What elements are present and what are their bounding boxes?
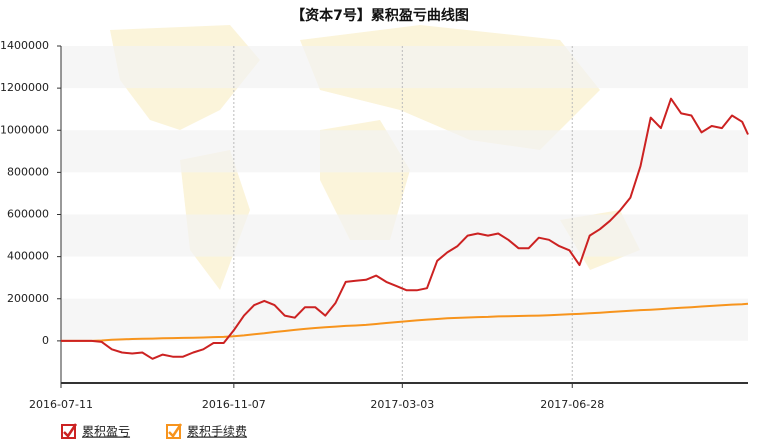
legend-check [63,423,78,438]
grid-band [61,214,748,257]
y-tick-label: 600000 [7,208,49,221]
chart-title: 【资本7号】累积盈亏曲线图 [291,7,469,24]
legend-label: 累积手续费 [187,425,247,439]
series-line [61,302,749,342]
y-tick-label: 800000 [7,165,49,178]
x-tick-label: 2017-03-03 [370,398,434,411]
y-tick-label: 400000 [7,250,49,263]
x-tick-label: 2017-06-28 [540,398,604,411]
legend-item[interactable]: 累积手续费 [166,423,247,439]
y-tick-label: 200000 [7,292,49,305]
grid-band [61,130,748,173]
y-tick-label: 1000000 [0,123,49,136]
y-tick-label: 1400000 [0,39,49,52]
y-tick-label: 1200000 [0,81,49,94]
grid-band [61,298,748,341]
legend-item[interactable]: 累积盈亏 [61,423,130,439]
legend-check [168,423,183,438]
grid-band [61,46,748,89]
series-line [61,97,749,360]
x-tick-label: 2016-07-11 [29,398,93,411]
y-tick-label: 0 [42,334,49,347]
legend-label: 累积盈亏 [82,425,130,439]
x-tick-label: 2016-11-07 [202,398,266,411]
